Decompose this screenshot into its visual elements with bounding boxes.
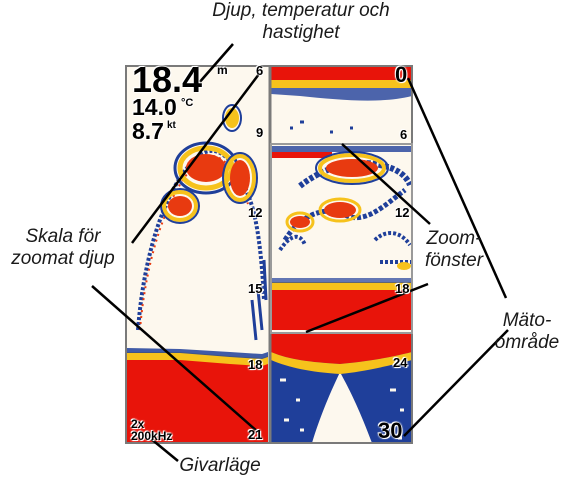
range-label-top: 0: [395, 62, 408, 87]
scale-label-left-15: 15: [248, 281, 263, 296]
right-top-pane: [271, 66, 412, 134]
callout-zoom-window: Zoom- fönster: [414, 228, 494, 272]
leader-zoom-scale-a: [131, 69, 263, 244]
leader-zoom-window-a: [341, 143, 431, 225]
range-label-bottom: 30: [378, 418, 403, 443]
leader-range-a: [406, 77, 508, 299]
callout-range: Mäto- område: [490, 310, 564, 354]
callout-transducer-mode: Givarläge: [179, 455, 261, 476]
speed-unit: kt: [167, 120, 176, 131]
callout-zoom-scale-line1: Skala för: [25, 226, 101, 247]
transducer-frequency: 200kHz: [131, 429, 173, 443]
leader-lines: [91, 43, 509, 462]
callout-range-line1: Mäto-: [502, 310, 552, 331]
zoom-scale-label-18: 18: [395, 281, 410, 296]
callout-range-line2: område: [494, 332, 560, 353]
scale-label-left-21: 21: [248, 427, 263, 442]
zoom-window-content: [272, 146, 413, 330]
left-pane-bottom: [126, 348, 268, 443]
temperature-readout: 14.0: [132, 94, 177, 120]
depth-readout: 18.4: [132, 59, 203, 100]
callout-zoom-scale-line2: zoomat djup: [11, 248, 115, 269]
zoom-window-frame: [270, 143, 413, 334]
leader-zoom-scale-b: [91, 285, 259, 433]
callout-zoom-window-line1: Zoom-: [426, 228, 482, 249]
leader-transducer-mode: [149, 437, 179, 462]
temperature-unit: °C: [181, 97, 194, 109]
leader-depth-temp-speed: [197, 43, 234, 85]
leader-range-b: [403, 329, 509, 437]
callout-zoom-window-line2: fönster: [424, 250, 484, 271]
right-bottom-pane: [271, 334, 412, 443]
callout-zoom-scale: Skala för zoomat djup: [4, 226, 122, 270]
range-label-6: 6: [400, 127, 408, 142]
scale-label-left-6: 6: [256, 63, 264, 78]
range-label-24: 24: [393, 355, 408, 370]
zoom-scale-label-12: 12: [395, 205, 410, 220]
callout-depth-temp-speed-line2: hastighet: [262, 22, 340, 43]
zoom-level: 2x: [131, 417, 145, 431]
leader-zoom-window-b: [305, 282, 429, 334]
depth-unit: m: [217, 63, 228, 77]
scale-label-left-12: 12: [248, 205, 263, 220]
speed-readout: 8.7: [132, 118, 164, 144]
callout-depth-temp-speed: Djup, temperatur och hastighet: [196, 0, 406, 44]
callout-depth-temp-speed-line1: Djup, temperatur och: [212, 0, 390, 21]
scale-label-left-9: 9: [256, 125, 264, 140]
scale-label-left-18: 18: [248, 357, 263, 372]
